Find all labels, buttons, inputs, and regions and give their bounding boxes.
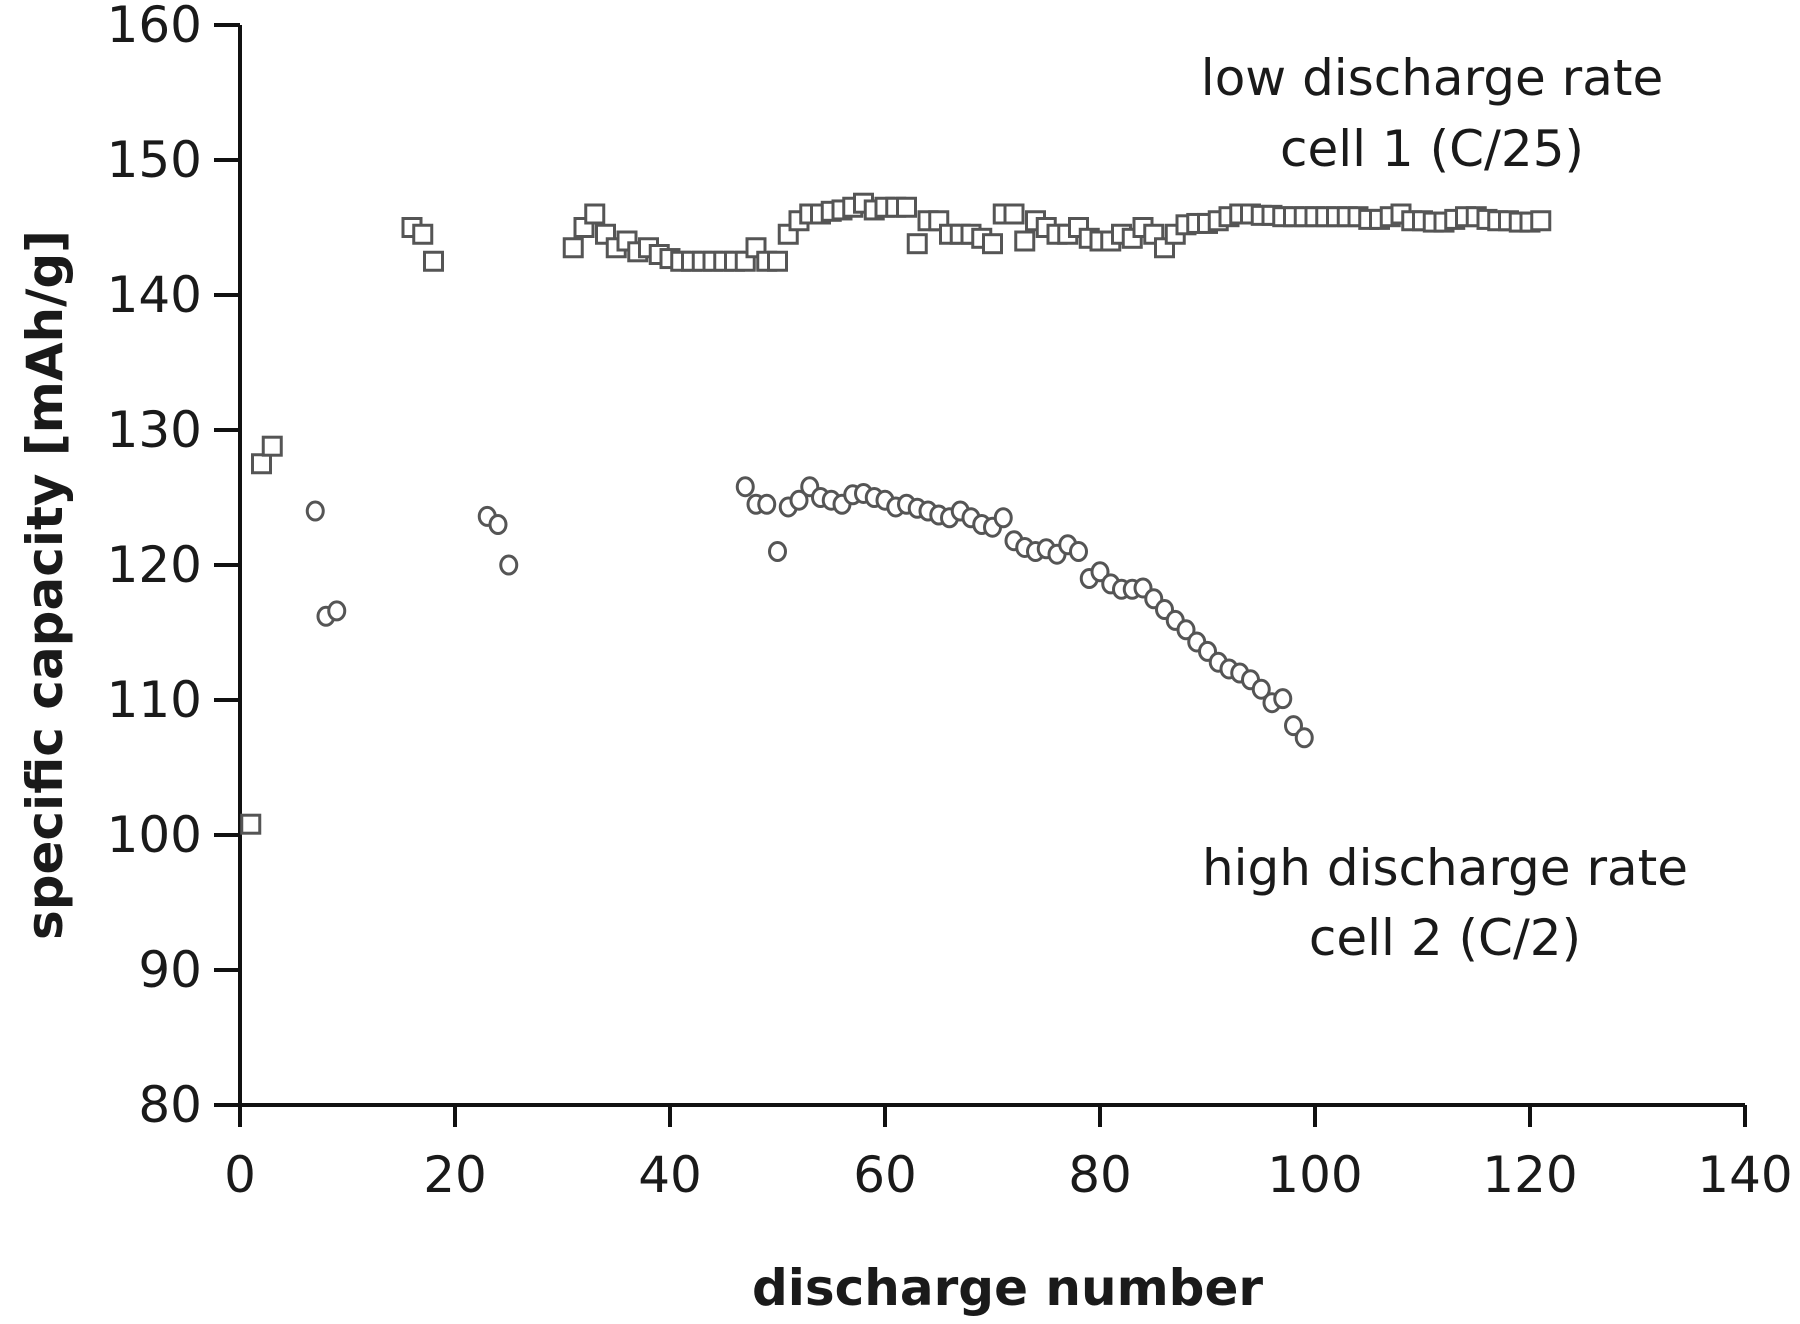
x-tick-label: 120 xyxy=(1482,1146,1577,1204)
data-point-square xyxy=(896,196,917,218)
data-point-square xyxy=(240,813,262,835)
data-point-square xyxy=(1003,203,1025,225)
data-points xyxy=(240,192,1552,835)
data-point-square xyxy=(423,250,444,272)
data-point-square xyxy=(251,453,272,475)
data-point-circle xyxy=(789,489,809,511)
data-point-square xyxy=(767,250,788,272)
data-point-circle xyxy=(768,541,787,562)
data-point-circle xyxy=(1273,688,1293,710)
x-tick-label: 80 xyxy=(1068,1146,1132,1204)
data-point-circle xyxy=(488,514,508,535)
y-tick-label: 90 xyxy=(138,941,202,999)
data-point-circle xyxy=(327,600,347,622)
annotation-low-rate-line1: low discharge rate xyxy=(1201,49,1663,107)
y-tick-label: 140 xyxy=(107,266,202,324)
x-tick-label: 60 xyxy=(853,1146,917,1204)
y-axis-title: specific capacity [mAh/g] xyxy=(16,230,74,940)
annotation-high-rate-line2: cell 2 (C/2) xyxy=(1309,909,1581,967)
data-point-square xyxy=(562,237,584,259)
x-tick-label: 140 xyxy=(1697,1146,1792,1204)
data-point-circle xyxy=(305,500,325,522)
data-point-circle xyxy=(993,507,1013,529)
data-point-circle xyxy=(735,476,755,498)
data-point-circle xyxy=(499,554,519,576)
y-ticks: 80 90 100 110 120 130 140 150 160 xyxy=(107,0,240,1134)
data-point-circle xyxy=(1284,715,1303,737)
y-tick-label: 160 xyxy=(107,0,202,54)
data-point-circle xyxy=(1294,727,1314,749)
annotation-low-rate-line2: cell 1 (C/25) xyxy=(1280,120,1584,178)
data-point-circle xyxy=(1251,678,1271,700)
data-point-circle xyxy=(1069,541,1088,562)
x-ticks: 0 20 40 60 80 100 120 140 xyxy=(224,1105,1793,1204)
data-point-circle xyxy=(757,493,777,515)
x-axis-title: discharge number xyxy=(752,1259,1263,1317)
x-tick-label: 0 xyxy=(224,1146,256,1204)
data-point-square xyxy=(982,233,1003,255)
x-tick-label: 100 xyxy=(1267,1146,1362,1204)
y-tick-label: 150 xyxy=(107,131,202,189)
y-tick-label: 130 xyxy=(107,401,202,459)
data-point-square xyxy=(412,223,434,245)
y-tick-label: 100 xyxy=(107,806,202,864)
x-tick-label: 40 xyxy=(638,1146,702,1204)
y-tick-label: 120 xyxy=(107,536,202,594)
data-point-square xyxy=(906,233,928,255)
y-tick-label: 110 xyxy=(107,671,202,729)
data-point-square xyxy=(1530,210,1552,232)
data-point-square xyxy=(1014,230,1036,252)
data-point-circle xyxy=(1090,561,1110,583)
data-point-square xyxy=(261,435,283,457)
y-tick-label: 80 xyxy=(138,1076,202,1134)
annotation-high-rate-line1: high discharge rate xyxy=(1202,839,1688,897)
x-tick-label: 20 xyxy=(423,1146,487,1204)
data-point-square xyxy=(584,203,606,225)
data-point-circle xyxy=(1176,619,1196,641)
